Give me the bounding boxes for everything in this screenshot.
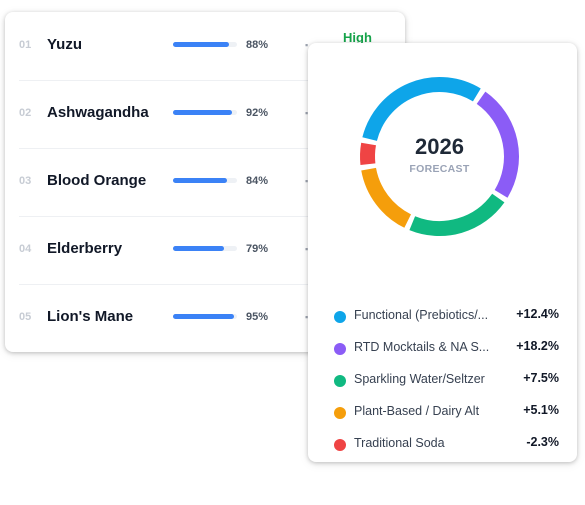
legend-category-name: RTD Mocktails & NA S... <box>354 340 490 354</box>
ingredient-score-fill <box>173 110 232 115</box>
ingredient-name: Yuzu <box>47 36 83 53</box>
legend-color-dot <box>334 375 346 387</box>
ingredient-score-bar <box>173 178 237 183</box>
ingredient-rank: 02 <box>19 107 32 119</box>
forecast-donut-chart <box>360 77 519 236</box>
ingredient-score-value: 95% <box>246 311 269 323</box>
ingredient-score-bar <box>173 42 237 47</box>
ingredient-score-value: 84% <box>246 175 269 187</box>
ingredient-score-fill <box>173 314 234 319</box>
row-indicator-icon: ▪ <box>305 176 309 185</box>
legend-growth-value: +7.5% <box>523 371 559 385</box>
legend-category-name: Plant-Based / Dairy Alt <box>354 404 480 418</box>
ingredient-row[interactable]: 03 Blood Orange 84% ▪ <box>19 148 391 217</box>
legend-item[interactable]: Sparkling Water/Seltzer +7.5% <box>334 367 559 399</box>
forecast-label: FORECAST <box>409 163 470 175</box>
donut-segment[interactable] <box>361 167 412 228</box>
ingredient-row[interactable]: 01 Yuzu 88% ▪ High <box>19 12 391 81</box>
forecast-card: 2026 FORECAST Functional (Prebiotics/...… <box>308 43 577 462</box>
legend-item[interactable]: Plant-Based / Dairy Alt +5.1% <box>334 399 559 431</box>
legend-color-dot <box>334 311 346 323</box>
ingredient-rank: 04 <box>19 243 32 255</box>
ingredient-rank: 01 <box>19 39 32 51</box>
ingredient-name: Elderberry <box>47 240 123 257</box>
row-indicator-icon: ▪ <box>305 108 309 117</box>
legend-item[interactable]: Traditional Soda -2.3% <box>334 431 559 463</box>
legend-growth-value: +18.2% <box>516 339 559 353</box>
ingredient-score-bar <box>173 246 237 251</box>
donut-segment[interactable] <box>476 91 519 198</box>
donut-segment[interactable] <box>409 193 505 236</box>
legend-category-name: Sparkling Water/Seltzer <box>354 372 485 386</box>
legend-item[interactable]: RTD Mocktails & NA S... +18.2% <box>334 335 559 367</box>
forecast-legend: Functional (Prebiotics/... +12.4% RTD Mock… <box>334 303 559 463</box>
ingredient-row[interactable]: 02 Ashwagandha 92% ▪ <box>19 80 391 149</box>
legend-growth-value: +5.1% <box>523 403 559 417</box>
row-indicator-icon: ▪ <box>305 40 309 49</box>
legend-growth-value: +12.4% <box>516 307 559 321</box>
legend-category-name: Traditional Soda <box>354 436 445 450</box>
donut-segment[interactable] <box>360 142 377 166</box>
ingredient-name: Ashwagandha <box>47 104 149 121</box>
ingredient-row[interactable]: 05 Lion's Mane 95% ▪ <box>19 284 391 352</box>
ingredient-score-fill <box>173 178 227 183</box>
ingredient-name: Blood Orange <box>47 172 147 189</box>
legend-category-name: Functional (Prebiotics/... <box>354 308 489 322</box>
ingredient-score-fill <box>173 42 230 47</box>
ingredient-score-value: 92% <box>246 107 269 119</box>
ingredient-rank: 05 <box>19 311 32 323</box>
ingredient-score-bar <box>173 314 237 319</box>
ingredient-row[interactable]: 04 Elderberry 79% ▪ <box>19 216 391 285</box>
row-indicator-icon: ▪ <box>305 312 309 321</box>
donut-segment[interactable] <box>362 77 481 142</box>
ingredient-rank: 03 <box>19 175 32 187</box>
forecast-year: 2026 <box>415 134 464 159</box>
ingredient-score-fill <box>173 246 224 251</box>
row-indicator-icon: ▪ <box>305 244 309 253</box>
legend-color-dot <box>334 343 346 355</box>
ingredient-name: Lion's Mane <box>47 308 134 325</box>
ingredient-score-bar <box>173 110 237 115</box>
priority-badge: High <box>343 30 372 45</box>
ingredient-score-value: 88% <box>246 39 269 51</box>
legend-item[interactable]: Functional (Prebiotics/... +12.4% <box>334 303 559 335</box>
legend-color-dot <box>334 407 346 419</box>
ingredient-score-value: 79% <box>246 243 269 255</box>
legend-growth-value: -2.3% <box>526 435 559 449</box>
legend-color-dot <box>334 439 346 451</box>
